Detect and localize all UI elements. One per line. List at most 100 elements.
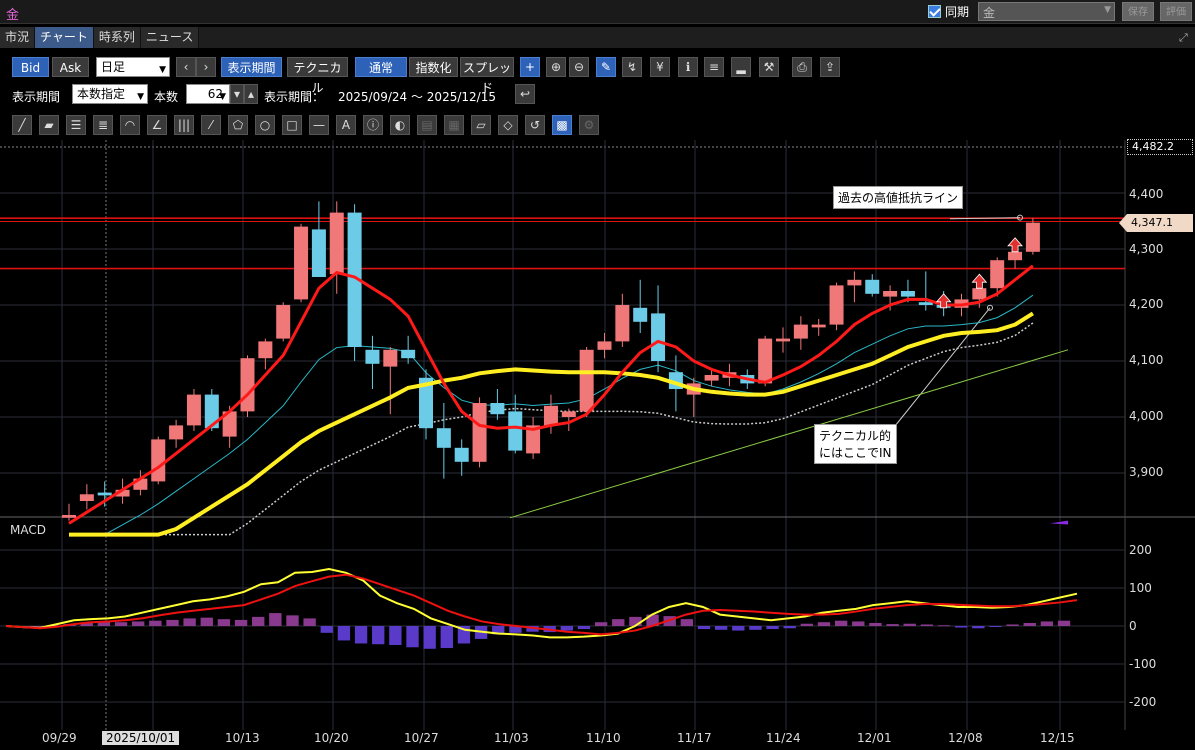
index-button[interactable]: 指数化	[409, 57, 458, 77]
my-icon[interactable]: ≡	[704, 57, 724, 77]
symbol-select[interactable]: 金	[978, 2, 1115, 21]
macd-bar	[269, 613, 282, 626]
tabs: 市況 チャート 時系列 ニュース	[0, 27, 200, 48]
macd-bar	[577, 626, 591, 630]
yen-icon[interactable]: ¥	[650, 57, 670, 77]
macd-bar	[337, 626, 351, 641]
mode-select[interactable]: 本数指定	[72, 84, 148, 106]
technical-button[interactable]: テクニカル	[287, 57, 348, 95]
candle-body	[62, 515, 76, 518]
ask-button[interactable]: Ask	[52, 57, 89, 77]
arc-tool-icon[interactable]: ◠	[120, 115, 140, 135]
display-period-button[interactable]: 表示期間	[221, 57, 282, 77]
zoom-out-icon[interactable]: ⊖	[569, 57, 589, 77]
price-tick: 3,900	[1129, 465, 1164, 479]
circle-tool-icon[interactable]: ○	[255, 115, 275, 135]
macd-bar	[594, 622, 608, 626]
macd-signal-line	[5, 573, 1078, 636]
trend-icon[interactable]: ↯	[622, 57, 642, 77]
zoom-in-icon[interactable]: ⊕	[546, 57, 566, 77]
hline-tool-icon[interactable]: —	[309, 115, 329, 135]
settings-icon[interactable]: ⚙	[579, 115, 599, 135]
mark-tool-icon[interactable]: ◐	[390, 115, 410, 135]
expand-icon[interactable]: ⤢	[1179, 31, 1188, 44]
ruler-tool-icon[interactable]: ▰	[39, 115, 59, 135]
candle-body	[561, 411, 576, 417]
price-chart[interactable]	[0, 140, 1195, 750]
fan-tool-icon[interactable]: ∠	[147, 115, 167, 135]
candle-body	[990, 260, 1005, 289]
prev-icon[interactable]: ‹	[176, 57, 196, 77]
macd-line	[5, 567, 1078, 639]
vlines-tool-icon[interactable]: |||	[174, 115, 194, 135]
candle-body	[651, 313, 666, 361]
undo-icon[interactable]: ↺	[525, 115, 545, 135]
macd-bar	[29, 626, 42, 627]
macd-bar	[1057, 620, 1071, 626]
macd-bar	[766, 626, 779, 630]
period-select[interactable]: 日足	[96, 57, 170, 79]
tab-timeseries[interactable]: 時系列	[93, 27, 141, 48]
macd-bar	[389, 626, 402, 645]
candle-body	[294, 226, 309, 300]
save-button[interactable]: 保存	[1122, 2, 1154, 21]
spread-button[interactable]: スプレッド	[460, 57, 514, 95]
count-input[interactable]: 62	[186, 84, 230, 106]
wrench-icon[interactable]: ⚒	[759, 57, 779, 77]
macd-bar	[920, 624, 934, 626]
print-icon[interactable]: ⎙	[792, 57, 812, 77]
sync-toggle[interactable]: 同期	[928, 3, 969, 20]
count-label: 本数	[154, 90, 179, 104]
rect-tool-icon[interactable]: □	[282, 115, 302, 135]
evaluate-button[interactable]: 評価	[1160, 2, 1192, 21]
candle-body	[829, 285, 844, 325]
hand-tool-icon[interactable]: ▦	[444, 115, 464, 135]
candle-body	[347, 212, 362, 347]
copy-tool-icon[interactable]: ▤	[417, 115, 437, 135]
count-down-icon[interactable]: ▾	[230, 84, 244, 104]
ma-dotted-line	[69, 322, 1034, 536]
candle-body	[758, 338, 773, 384]
export-icon[interactable]: ⇪	[820, 57, 840, 77]
normal-button[interactable]: 通常	[355, 57, 407, 77]
candle-body	[240, 358, 255, 412]
macd-bar	[972, 626, 985, 629]
sync-checkbox[interactable]	[928, 5, 941, 18]
count-up-icon[interactable]: ▴	[244, 84, 258, 104]
fib-tool-icon[interactable]: ≣	[93, 115, 113, 135]
buy-signal-icon	[935, 293, 952, 309]
macd-bar	[697, 626, 711, 630]
macd-bar	[234, 619, 248, 626]
macd-bar	[1023, 622, 1036, 626]
resistance-annotation[interactable]: 過去の高値抵抗ライン	[833, 186, 964, 209]
pentagon-tool-icon[interactable]: ⬠	[228, 115, 248, 135]
crosshair-icon[interactable]: +	[520, 57, 540, 77]
next-icon[interactable]: ›	[196, 57, 216, 77]
candle-body	[615, 305, 630, 342]
candle-body	[169, 425, 184, 440]
bid-button[interactable]: Bid	[12, 57, 49, 77]
icon-tool-icon[interactable]: ⓘ	[363, 115, 383, 135]
lock-icon[interactable]: ▩	[552, 115, 572, 135]
eraser-tool-icon[interactable]: ▱	[471, 115, 491, 135]
hlines-tool-icon[interactable]: ☰	[66, 115, 86, 135]
info-icon[interactable]: ℹ	[678, 57, 698, 77]
macd-bar	[732, 626, 745, 631]
candle-body	[401, 349, 416, 359]
candle-body	[508, 411, 523, 451]
entry-annotation[interactable]: テクニカル的 にはここでIN	[814, 424, 897, 464]
buy-signal-icon	[971, 273, 988, 289]
channel-tool-icon[interactable]: ⁄	[201, 115, 221, 135]
pen-icon[interactable]: ✎	[596, 57, 616, 77]
line-tool-icon[interactable]: ╱	[12, 115, 32, 135]
price-tick: 4,300	[1129, 242, 1164, 256]
tab-news[interactable]: ニュース	[140, 27, 200, 48]
text-tool-icon[interactable]: A	[336, 115, 356, 135]
tab-market[interactable]: 市況	[0, 27, 36, 48]
volume-icon[interactable]: ▂	[731, 57, 751, 77]
tab-chart[interactable]: チャート	[35, 27, 94, 48]
candle-body	[847, 279, 862, 286]
return-icon[interactable]: ↩	[515, 84, 535, 104]
candle-body	[97, 492, 112, 496]
erase-all-icon[interactable]: ◇	[498, 115, 518, 135]
